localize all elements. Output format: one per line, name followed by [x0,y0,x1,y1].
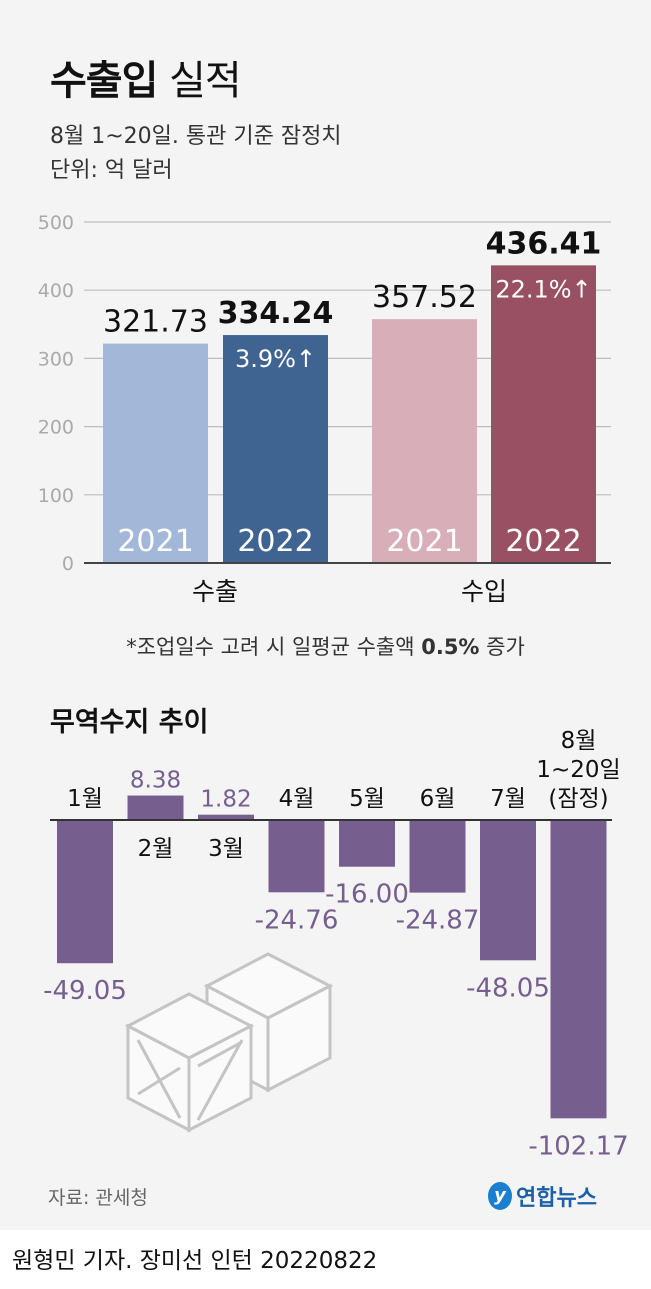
bar-value-label: -16.00 [325,880,409,910]
bar-year-label: 2021 [117,524,193,559]
yonhap-logo: y 연합뉴스 [488,1180,597,1212]
y-tick-label: 400 [38,280,74,302]
balance-bar [339,820,395,867]
month-label: 5월 [349,786,385,812]
month-label: 7월 [490,786,526,812]
x-category-label: 수출 [192,577,238,606]
trade-balance-chart: -49.05 1월 8.38 2월 1.82 3월 -24.76 4월 -16.00 5월 -24.… [43,728,629,1161]
month-label: 8월 [561,728,597,754]
balance-bar [480,820,536,961]
y-tick-label: 500 [38,212,74,234]
bar-수입-2021 [372,319,477,563]
bar-value-label: -49.05 [43,976,127,1006]
month-label: 2월 [138,836,174,862]
bar-value-label: 321.73 [103,305,208,340]
trade-performance-chart: 0 100 200 300 400 500 2021 321.73 2022 334.24 3.9%… [38,212,611,606]
change-label: 3.9%↑ [235,345,316,373]
bar-수입-2022 [491,265,596,563]
bar-value-label: 8.38 [130,768,181,794]
balance-bar [409,820,466,893]
y-tick-label: 0 [62,553,74,575]
month-label: 1월 [67,786,103,812]
month-label: 6월 [420,786,456,812]
change-label: 22.1%↑ [495,275,591,303]
bar-value-label: 334.24 [218,296,334,331]
subtitle: 8월 1~20일. 통관 기준 잠정치 [50,124,342,149]
bar-value-label: -102.17 [528,1131,628,1161]
bar-year-label: 2021 [386,524,462,559]
bar-value-label: 1.82 [200,787,251,813]
x-category-label: 수입 [461,577,507,606]
source-label: 자료: 관세청 [48,1187,148,1209]
page-title: 수출입 실적 [50,58,242,104]
balance-bar [198,814,254,820]
y-tick-label: 100 [38,485,74,507]
month-label: (잠정) [548,786,608,812]
bar-value-label: -24.76 [255,905,339,935]
y-tick-label: 300 [38,348,74,370]
bar-value-label: -48.05 [466,973,550,1003]
bar-수출-2021 [103,343,208,563]
month-label: 1~20일 [536,757,620,783]
balance-bar [550,820,607,1119]
month-label: 3월 [208,836,244,862]
bar-수출-2022 [223,335,328,563]
balance-bar [268,820,325,893]
bar-year-label: 2022 [237,524,313,559]
bar-value-label: 436.41 [486,226,602,261]
bar-value-label: 357.52 [372,280,477,315]
byline: 원형민 기자. 장미선 인턴 20220822 [12,1248,378,1274]
crates-illustration [124,952,334,1133]
trade-balance-title: 무역수지 추이 [50,707,209,738]
bar-year-label: 2022 [505,524,581,559]
month-label: 4월 [279,786,315,812]
footnote: *조업일수 고려 시 일평균 수출액 0.5% 증가 [126,635,525,659]
y-tick-label: 200 [38,417,74,439]
logo-text: 연합뉴스 [516,1186,597,1211]
unit-label: 단위: 억 달러 [50,158,173,183]
balance-bar [57,820,113,964]
logo-mark-icon: y [488,1182,512,1210]
balance-bar [127,795,184,820]
bar-value-label: -24.87 [396,906,480,936]
